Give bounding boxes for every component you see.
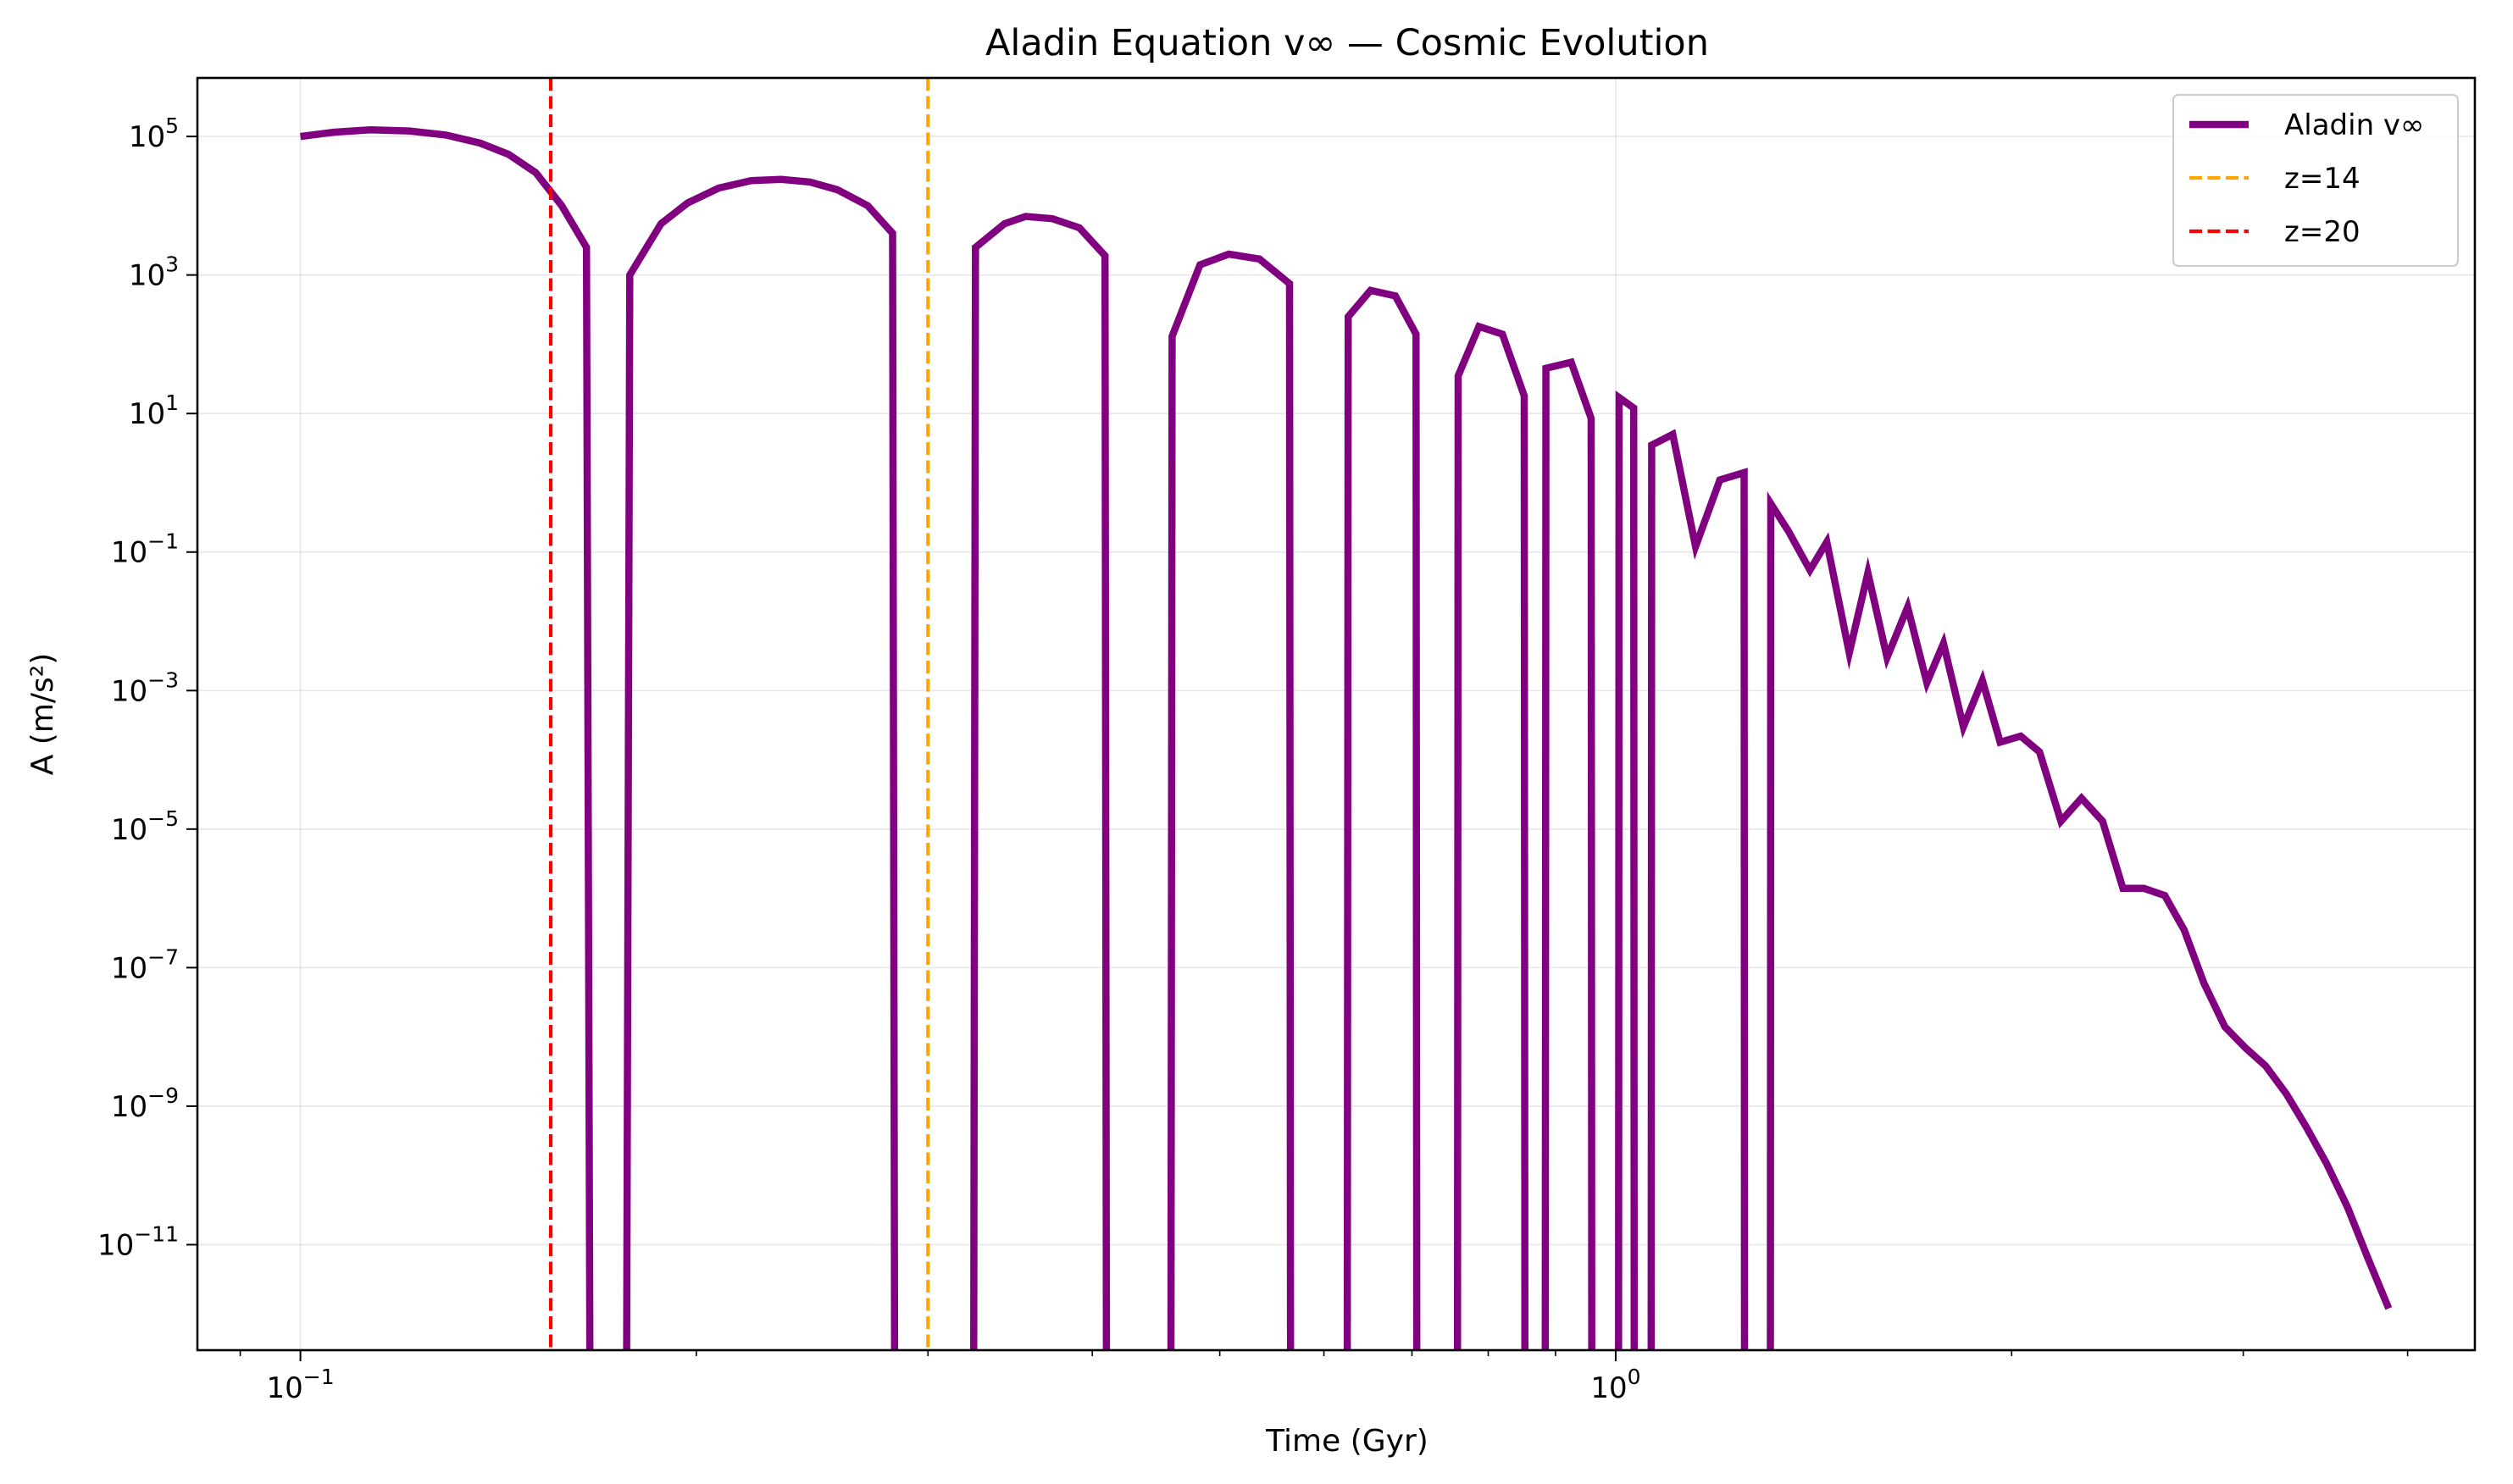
chart-title: Aladin Equation v∞ — Cosmic Evolution: [985, 22, 1709, 64]
plot-frame: [196, 76, 2477, 1352]
legend-label: z=20: [2284, 215, 2360, 249]
series-line-aladin: [300, 125, 2393, 1350]
y-tick-label: 10−7: [111, 944, 179, 985]
y-axis-label: A (m/s²): [25, 653, 60, 776]
legend-frame: [2172, 94, 2459, 267]
x-ticks: 10−1 100: [239, 1350, 2409, 1405]
y-tick-label: 10−5: [111, 806, 179, 847]
grid: [197, 78, 2475, 1350]
y-tick-label: 10−9: [111, 1083, 179, 1124]
legend-label: z=14: [2284, 162, 2360, 196]
series-layer: [300, 78, 2393, 1350]
legend: Aladin v∞ z=14 z=20: [2172, 94, 2459, 267]
x-axis-label: Time (Gyr): [1265, 1424, 1428, 1459]
legend-label: Aladin v∞: [2284, 108, 2424, 142]
